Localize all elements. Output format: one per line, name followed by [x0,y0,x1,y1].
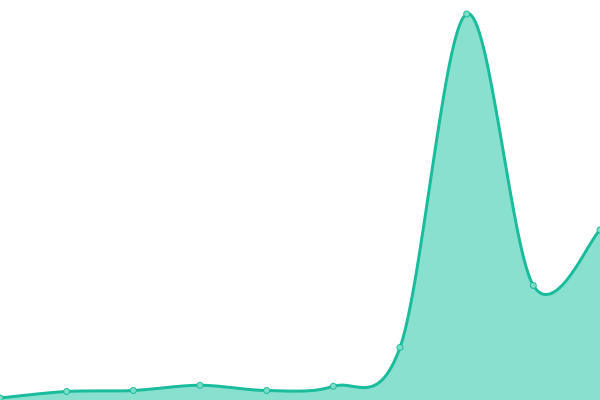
area-fill [0,13,600,400]
data-point-3 [196,381,204,389]
data-markers [0,10,600,400]
data-point-4 [263,387,271,394]
data-point-8 [529,282,537,289]
data-point-7 [463,10,471,18]
data-point-6 [396,344,404,351]
data-point-1 [63,388,71,395]
data-point-5 [329,382,337,390]
data-point-0 [0,394,4,400]
data-point-9 [596,226,600,234]
data-point-2 [129,387,137,394]
